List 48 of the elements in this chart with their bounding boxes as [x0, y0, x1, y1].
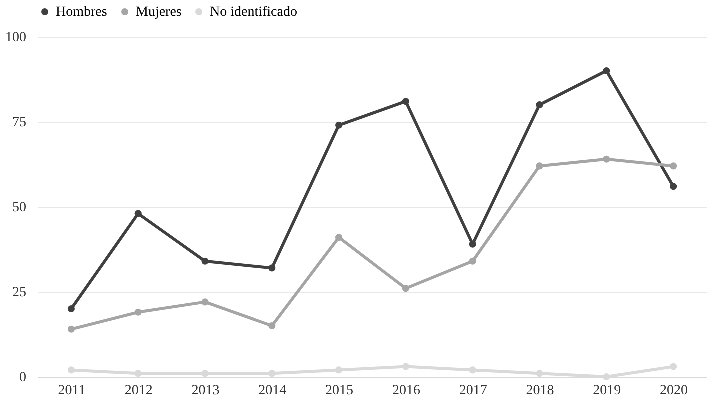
point — [134, 308, 142, 316]
point — [402, 285, 410, 292]
point — [536, 101, 544, 109]
point — [603, 156, 610, 163]
x-tick-label: 2020 — [660, 384, 688, 398]
point — [469, 258, 476, 265]
point — [402, 98, 410, 106]
point — [670, 183, 678, 190]
point — [134, 370, 142, 378]
point — [202, 298, 209, 306]
point — [268, 264, 276, 272]
x-tick-label: 2013 — [192, 384, 220, 398]
y-tick-label: 25 — [12, 286, 26, 300]
x-tick-label: 2017 — [459, 384, 488, 398]
x-tick-label: 2012 — [124, 384, 153, 398]
point — [202, 370, 209, 378]
point — [469, 366, 476, 374]
point — [68, 366, 75, 374]
point — [134, 210, 142, 218]
x-tick-label: 2016 — [392, 384, 420, 398]
point — [670, 162, 678, 170]
point — [536, 162, 544, 170]
y-tick-label: 75 — [12, 116, 26, 130]
y-tick-label: 100 — [6, 30, 26, 46]
point — [469, 240, 476, 248]
point — [268, 322, 276, 330]
point — [68, 326, 75, 333]
point — [670, 363, 678, 370]
x-tick-label: 2011 — [58, 384, 86, 398]
point — [402, 363, 410, 370]
x-tick-label: 2015 — [326, 384, 354, 398]
point — [536, 370, 544, 378]
y-tick-label: 0 — [20, 370, 26, 386]
legend-label: No identificado — [210, 5, 298, 20]
x-tick-label: 2014 — [258, 384, 287, 398]
point — [336, 234, 343, 242]
x-tick-label: 2018 — [526, 384, 554, 398]
legend-label: Hombres — [56, 5, 108, 20]
x-tick-label: 2019 — [593, 384, 622, 398]
point — [336, 366, 343, 374]
point — [202, 258, 209, 265]
point — [268, 370, 276, 378]
point — [603, 373, 610, 381]
legend-label: Mujeres — [136, 5, 182, 20]
point — [603, 67, 610, 75]
point — [68, 305, 75, 313]
point — [336, 122, 343, 129]
y-tick-label: 50 — [12, 200, 26, 216]
